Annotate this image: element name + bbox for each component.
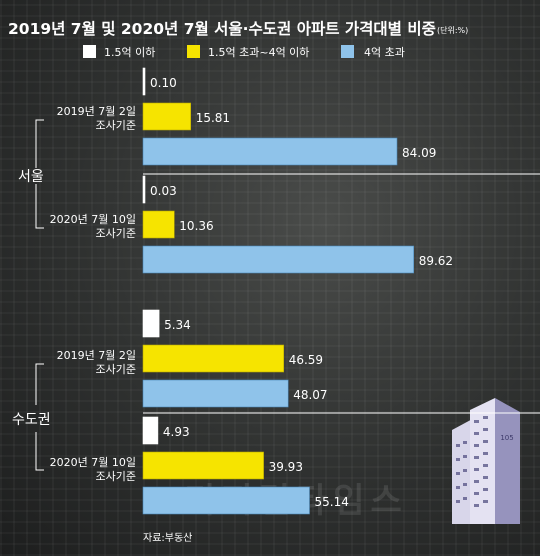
- period-label-capital-2020: 2020년 7월 10일: [50, 455, 136, 469]
- building-number: 105: [500, 434, 513, 442]
- bar-le-150m-g0-p0: [142, 67, 146, 96]
- region-label-capital: 수도권: [12, 412, 51, 428]
- bar-mid-150m-400m-g1-p1: [142, 451, 264, 480]
- bars-layer: 0.10 15.81 84.09 0.03 10.36 89.62 5.34 46.59 48.…: [142, 67, 453, 515]
- value-label-le-150m-g1-p0: 5.34: [164, 318, 191, 332]
- legend-swatch-gt-400m: [341, 45, 354, 58]
- bar-le-150m-g0-p1: [142, 175, 146, 204]
- group-bracket-capital: [35, 363, 44, 471]
- legend-swatch-le-150m: [83, 45, 96, 58]
- source-label: 자료:부동산: [143, 532, 192, 544]
- value-label-mid-150m-400m-g1-p0: 46.59: [289, 353, 323, 367]
- period-label-seoul-2019: 2019년 7월 2일: [57, 104, 136, 118]
- value-label-gt-400m-g1-p0: 48.07: [293, 388, 327, 402]
- value-label-mid-150m-400m-g1-p1: 39.93: [269, 460, 303, 474]
- legend: 1.5억 이하 1.5억 초과~4억 이하 4억 초과: [83, 45, 405, 59]
- value-label-gt-400m-g0-p0: 84.09: [402, 146, 436, 160]
- bar-le-150m-g1-p0: [142, 309, 160, 338]
- bar-gt-400m-g0-p0: [142, 137, 398, 166]
- legend-swatch-150m-400m: [187, 45, 200, 58]
- bar-gt-400m-g1-p0: [142, 379, 289, 408]
- value-label-le-150m-g0-p1: 0.03: [150, 184, 177, 198]
- period-sublabel-capital-2020: 조사기준: [96, 470, 136, 483]
- value-label-mid-150m-400m-g0-p0: 15.81: [196, 111, 230, 125]
- bar-gt-400m-g0-p1: [142, 245, 415, 274]
- value-label-mid-150m-400m-g0-p1: 10.36: [179, 219, 213, 233]
- legend-label-gt-400m: 4억 초과: [364, 46, 405, 59]
- value-label-le-150m-g0-p0: 0.10: [150, 76, 177, 90]
- group-bracket-seoul: [35, 119, 44, 229]
- region-label-seoul: 서울: [18, 169, 44, 185]
- legend-label-150m-400m: 1.5억 초과~4억 이하: [208, 45, 309, 59]
- chart-title: 2019년 7월 및 2020년 7월 서울·수도권 아파트 가격대별 비중: [8, 19, 436, 38]
- legend-label-le-150m: 1.5억 이하: [104, 45, 155, 59]
- period-label-capital-2019: 2019년 7월 2일: [57, 348, 136, 362]
- value-label-gt-400m-g0-p1: 89.62: [419, 254, 453, 268]
- period-sublabel-capital-2019: 조사기준: [96, 363, 136, 376]
- value-label-le-150m-g1-p1: 4.93: [163, 425, 190, 439]
- period-sublabel-seoul-2020: 조사기준: [96, 227, 136, 240]
- bar-mid-150m-400m-g0-p1: [142, 210, 175, 239]
- unit-label: (단위:%): [437, 25, 468, 35]
- bar-mid-150m-400m-g0-p0: [142, 102, 192, 131]
- building-illustration: 105: [452, 398, 520, 524]
- period-label-seoul-2020: 2020년 7월 10일: [50, 212, 136, 226]
- bar-gt-400m-g1-p1: [142, 486, 310, 515]
- bar-le-150m-g1-p1: [142, 416, 159, 445]
- period-sublabel-seoul-2019: 조사기준: [96, 119, 136, 132]
- bar-mid-150m-400m-g1-p0: [142, 344, 284, 373]
- value-label-gt-400m-g1-p1: 55.14: [315, 495, 349, 509]
